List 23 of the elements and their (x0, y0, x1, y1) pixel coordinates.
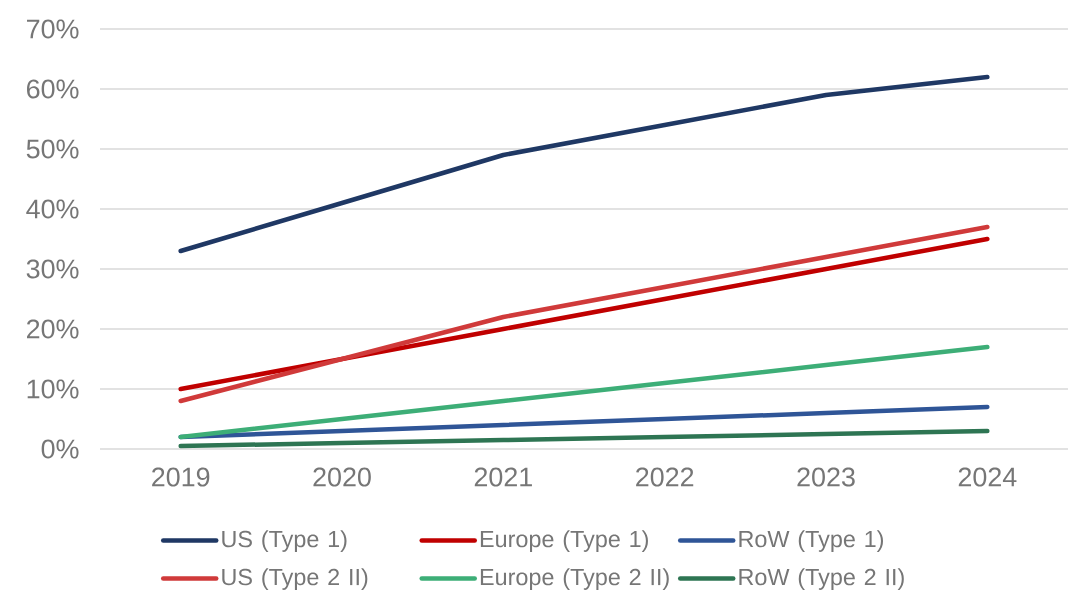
x-tick-label: 2024 (958, 467, 1017, 487)
y-tick-label: 10% (27, 379, 79, 399)
x-tick-label: 2021 (474, 467, 532, 487)
y-tick-label: 50% (26, 139, 79, 159)
legend-label: RoW (Type 2 II) (739, 568, 904, 590)
y-tick-label: 70% (27, 19, 79, 39)
x-tick-label: 2022 (636, 467, 694, 487)
legend-label: US (Type 1) (222, 530, 347, 552)
y-tick-label: 0% (41, 439, 79, 459)
line-series (178, 428, 990, 449)
y-tick-label: 40% (26, 199, 79, 219)
line-series (178, 74, 990, 254)
legend-label: RoW (Type 1) (739, 530, 884, 552)
legend-label: US (Type 2 II) (222, 568, 368, 590)
x-tick-label: 2019 (152, 467, 210, 487)
y-tick-label: 20% (27, 319, 79, 339)
y-tick-label: 60% (27, 79, 79, 99)
y-tick-label: 30% (26, 259, 79, 279)
legend-label: Europe (Type 1) (480, 530, 648, 552)
line-series (178, 344, 990, 440)
x-tick-label: 2020 (313, 467, 371, 487)
x-tick-label: 2023 (797, 467, 855, 487)
legend-label: Europe (Type 2 II) (480, 568, 669, 590)
